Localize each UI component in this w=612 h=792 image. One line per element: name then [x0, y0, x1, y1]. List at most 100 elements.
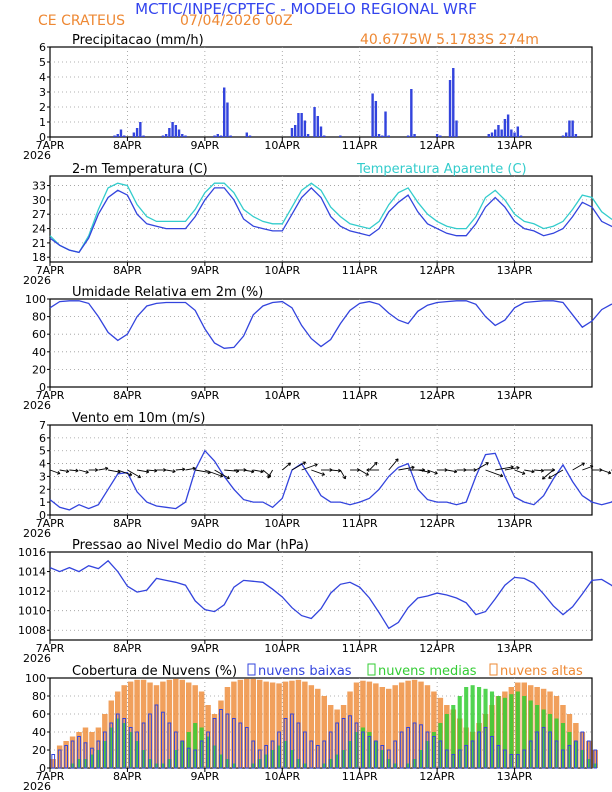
wind-arrow-head — [182, 467, 186, 472]
cloud-mid-bar — [451, 705, 456, 768]
wind-arrow — [339, 469, 346, 480]
cloud-mid-bar — [322, 763, 327, 768]
precip-bar — [248, 135, 252, 137]
panel-title: 2-m Temperatura (C) — [72, 162, 208, 177]
cloud-low-bar — [90, 747, 94, 769]
cloud-low-bar — [115, 713, 120, 769]
precip-bar — [177, 129, 181, 137]
cloud-low-bar — [128, 727, 133, 769]
cloud-low-bar — [573, 740, 578, 769]
x-tick-label: 13APR — [497, 264, 533, 277]
cloud-high-bar — [334, 709, 340, 768]
wind-arrow — [495, 466, 514, 471]
cloud-mid-bar — [502, 697, 507, 768]
x-tick-label: 12APR — [419, 389, 455, 402]
cloud-high-bar — [302, 681, 308, 768]
wind-arrow — [281, 462, 291, 471]
cloud-mid-bar — [173, 750, 178, 768]
cloud-mid-bar — [96, 750, 101, 768]
y-tick-label: 30 — [32, 194, 46, 207]
wind-arrow — [117, 469, 133, 476]
precip-bar — [568, 120, 571, 137]
precip-bar — [439, 135, 442, 137]
cloud-high-bar — [140, 679, 147, 768]
cloud-low-bar — [541, 727, 546, 769]
precip-bar — [506, 114, 510, 137]
cloud-mid-bar — [347, 741, 353, 768]
cloud-high-bar — [166, 679, 173, 768]
y-tick-label: 24 — [32, 223, 46, 236]
wind-arrow — [417, 469, 431, 473]
cloud-high-bar — [592, 750, 598, 768]
y-tick-label: 7 — [39, 419, 46, 432]
wind-arrow-head — [531, 469, 535, 474]
wind-arrow-head — [267, 475, 271, 479]
cloud-mid-bar — [548, 714, 553, 768]
x-tick-label: 13APR — [497, 389, 533, 402]
wind-arrow-head — [411, 465, 415, 470]
cloud-mid-bar — [567, 732, 572, 768]
wind-arrow-head — [105, 466, 109, 471]
wind-arrow-head — [302, 461, 306, 466]
cloud-mid-bar — [509, 694, 514, 768]
y-tick-label: 2 — [39, 483, 46, 496]
cloud-high-bar — [153, 685, 160, 768]
cloud-low-bar — [283, 718, 288, 769]
cloud-mid-bar — [489, 691, 495, 768]
cloud-low-bar — [206, 731, 210, 769]
wind-arrow-head — [314, 463, 318, 467]
cloud-mid-bar — [406, 763, 411, 768]
cloud-low-bar — [232, 718, 236, 769]
legend-cloud-high: nuvens altas — [500, 664, 583, 679]
cloud-low-bar — [199, 740, 204, 769]
wind-arrow — [267, 469, 273, 479]
wind-arrow — [291, 461, 306, 471]
y-tick-label: 33 — [32, 180, 46, 193]
cloud-mid-bar — [257, 759, 262, 768]
cloud-mid-bar — [231, 763, 236, 768]
cloud-mid-bar — [380, 750, 385, 768]
cloud-low-bar — [244, 727, 249, 769]
cloud-mid-bar — [264, 754, 269, 768]
wind-arrow-head — [607, 470, 612, 475]
cloud-mid-bar — [412, 759, 417, 768]
y-tick-label: 3 — [39, 86, 46, 99]
cloud-low-bar — [419, 724, 423, 769]
cloud-low-bar — [315, 745, 320, 769]
precip-bar — [384, 111, 387, 137]
cloud-low-bar — [464, 745, 469, 769]
cloud-low-bar — [535, 731, 540, 769]
wind-arrow — [446, 469, 457, 473]
x-tick-label: 9APR — [190, 264, 219, 277]
precip-bar — [161, 135, 165, 137]
x-tick-label: 9APR — [190, 517, 219, 530]
cloud-mid-bar — [335, 754, 340, 768]
cloud-low-bar — [586, 740, 591, 769]
wind-arrow — [542, 469, 554, 480]
precip-bar — [510, 129, 513, 137]
cloud-low-bar — [328, 731, 333, 769]
x-tick-label: 10APR — [264, 517, 300, 530]
cloud-mid-bar — [425, 741, 430, 768]
y-tick-label: 1016 — [18, 546, 46, 559]
cloud-high-bar — [76, 732, 82, 768]
panel-1: 0 1 2 3 4 5 6 7APR 8APR 9APR 10APR 11APR 12APR 13APR 2… — [23, 33, 593, 162]
y-tick-label: 80 — [32, 690, 46, 703]
cloud-high-bar — [431, 691, 437, 768]
cloud-low-bar — [135, 731, 139, 769]
cloud-mid-bar — [522, 696, 527, 768]
cloud-low-bar — [554, 740, 559, 769]
cloud-low-bar — [251, 740, 256, 769]
precip-bar — [293, 125, 297, 137]
cloud-low-bar — [277, 731, 281, 769]
cloud-high-bar — [82, 727, 89, 768]
y-tick-label: 20 — [32, 744, 46, 757]
wind-arrow — [137, 469, 149, 473]
cloud-high-bar — [386, 688, 392, 768]
x-tick-label: 12APR — [419, 770, 455, 783]
cloud-high-bar — [256, 679, 263, 768]
cloud-low-bar — [432, 736, 436, 769]
precip-bar — [119, 129, 123, 137]
x-tick-label: 9APR — [190, 642, 219, 655]
